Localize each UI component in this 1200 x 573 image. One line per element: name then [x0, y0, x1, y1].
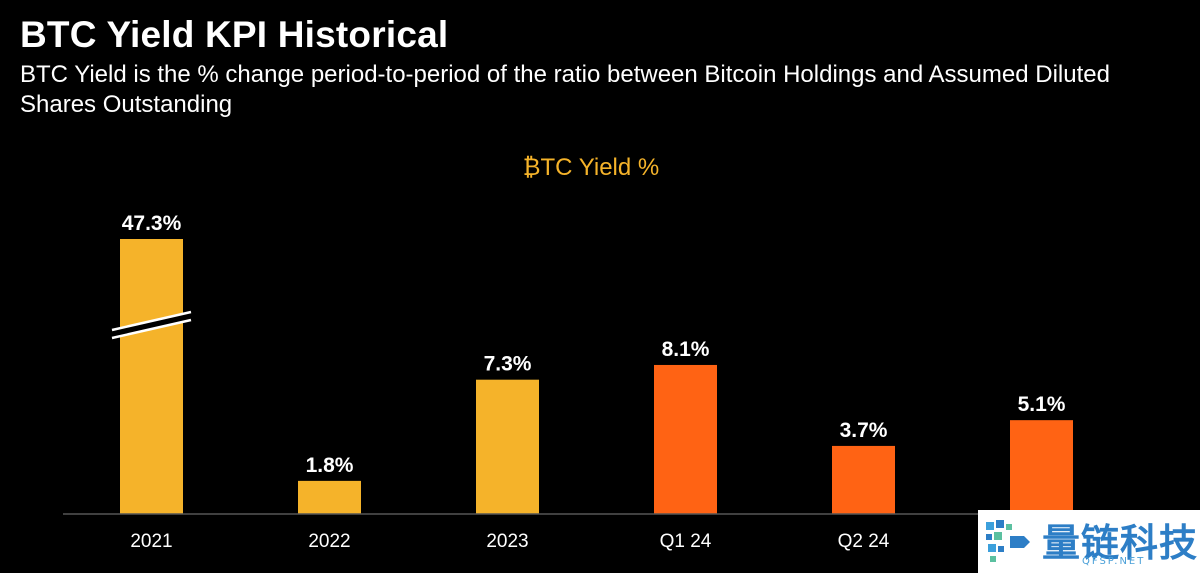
axis-break-gap [112, 312, 191, 338]
data-label: 8.1% [662, 338, 710, 361]
watermark-logo-icon [986, 520, 1030, 562]
data-label: 3.7% [840, 419, 888, 442]
data-label: 7.3% [484, 353, 532, 376]
data-label: 5.1% [1018, 393, 1066, 416]
x-tick-label: 2021 [130, 531, 172, 552]
bar-2023 [476, 379, 539, 514]
bar-2022 [298, 480, 361, 514]
watermark-text: 量链科技 [1042, 521, 1199, 565]
page-title: BTC Yield KPI Historical [20, 14, 449, 55]
watermark: 量链科技 QFSP.NET [978, 510, 1200, 573]
chart-title: ₿TC Yield % [522, 154, 660, 181]
watermark-subtext: QFSP.NET [1082, 556, 1146, 567]
axis-break-line [111, 310, 192, 332]
x-tick-label: 2022 [308, 531, 350, 552]
axis-break-line [111, 318, 192, 340]
bar-q2-24 [832, 445, 895, 514]
x-tick-label: Q1 24 [660, 531, 712, 552]
bar-q1-24 [654, 364, 717, 514]
data-label: 47.3% [122, 212, 182, 235]
bar-q3-24 [1010, 420, 1073, 514]
x-tick-label: 2023 [486, 531, 528, 552]
page-subtitle: BTC Yield is the % change period-to-peri… [20, 61, 1110, 118]
bar-2021 [120, 239, 183, 514]
data-label: 1.8% [306, 454, 354, 477]
x-tick-label: Q2 24 [838, 531, 890, 552]
